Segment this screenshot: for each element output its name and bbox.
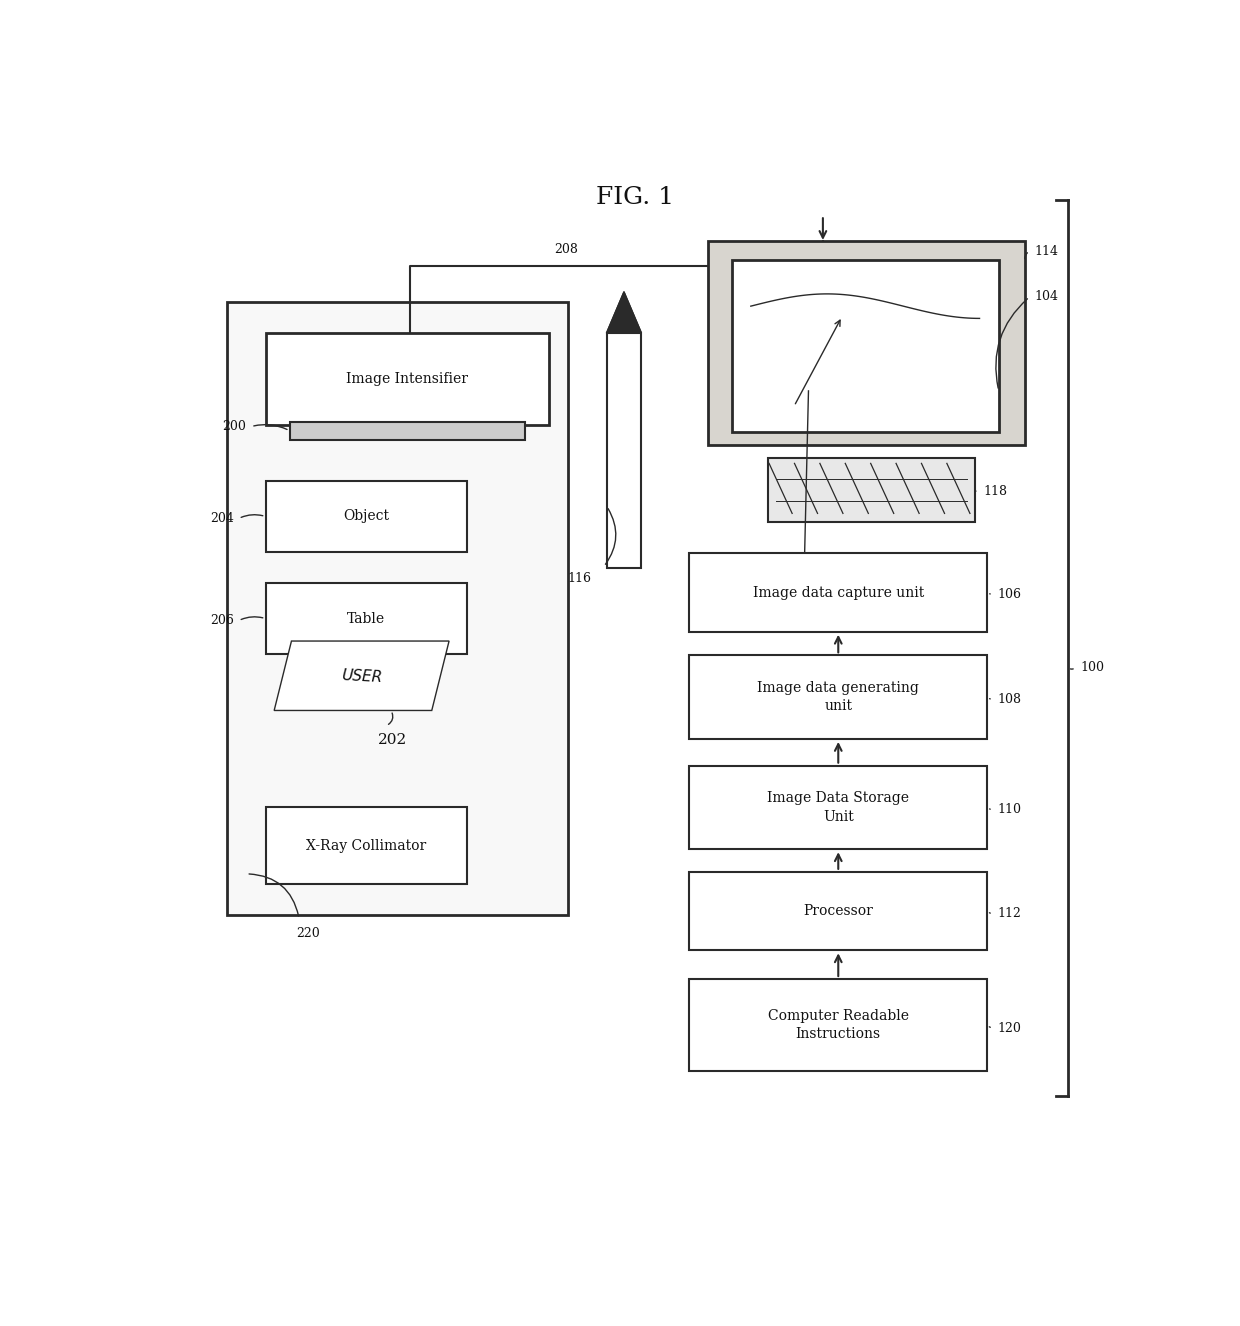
Text: 120: 120 — [998, 1021, 1022, 1034]
Text: 100: 100 — [1080, 662, 1105, 674]
Text: 202: 202 — [378, 733, 407, 747]
FancyBboxPatch shape — [768, 459, 975, 521]
Text: 110: 110 — [998, 804, 1022, 815]
Text: Image data generating
unit: Image data generating unit — [758, 682, 919, 713]
Text: 112: 112 — [998, 907, 1022, 920]
Text: 116: 116 — [568, 572, 591, 585]
Text: Image Intensifier: Image Intensifier — [346, 371, 469, 386]
FancyBboxPatch shape — [265, 333, 549, 424]
FancyBboxPatch shape — [265, 583, 467, 654]
Text: Computer Readable
Instructions: Computer Readable Instructions — [768, 1009, 909, 1041]
Text: Object: Object — [343, 509, 389, 524]
FancyBboxPatch shape — [227, 302, 568, 915]
FancyBboxPatch shape — [606, 333, 641, 568]
FancyBboxPatch shape — [708, 241, 1024, 446]
FancyBboxPatch shape — [689, 979, 987, 1071]
FancyBboxPatch shape — [689, 553, 987, 633]
Text: 204: 204 — [210, 512, 234, 525]
Text: Processor: Processor — [804, 904, 873, 918]
FancyBboxPatch shape — [290, 422, 525, 440]
FancyBboxPatch shape — [265, 481, 467, 552]
Polygon shape — [274, 640, 449, 711]
FancyBboxPatch shape — [265, 808, 467, 884]
FancyBboxPatch shape — [689, 765, 987, 850]
Text: 108: 108 — [998, 692, 1022, 705]
Text: Image Data Storage
Unit: Image Data Storage Unit — [768, 792, 909, 823]
Text: 118: 118 — [983, 485, 1007, 499]
Text: USER: USER — [341, 668, 382, 686]
Polygon shape — [606, 292, 641, 333]
Text: 220: 220 — [296, 927, 320, 940]
Text: 114: 114 — [1034, 244, 1058, 257]
Text: Image data capture unit: Image data capture unit — [753, 586, 924, 599]
Text: FIG. 1: FIG. 1 — [596, 187, 675, 210]
Text: X-Ray Collimator: X-Ray Collimator — [306, 839, 427, 853]
Text: 104: 104 — [1034, 290, 1058, 304]
Text: 208: 208 — [554, 243, 578, 256]
Text: Table: Table — [347, 611, 386, 626]
Text: 200: 200 — [222, 420, 247, 434]
FancyBboxPatch shape — [689, 655, 987, 739]
FancyBboxPatch shape — [732, 260, 998, 432]
Text: 206: 206 — [210, 614, 234, 627]
FancyBboxPatch shape — [689, 871, 987, 951]
Text: 106: 106 — [998, 587, 1022, 601]
